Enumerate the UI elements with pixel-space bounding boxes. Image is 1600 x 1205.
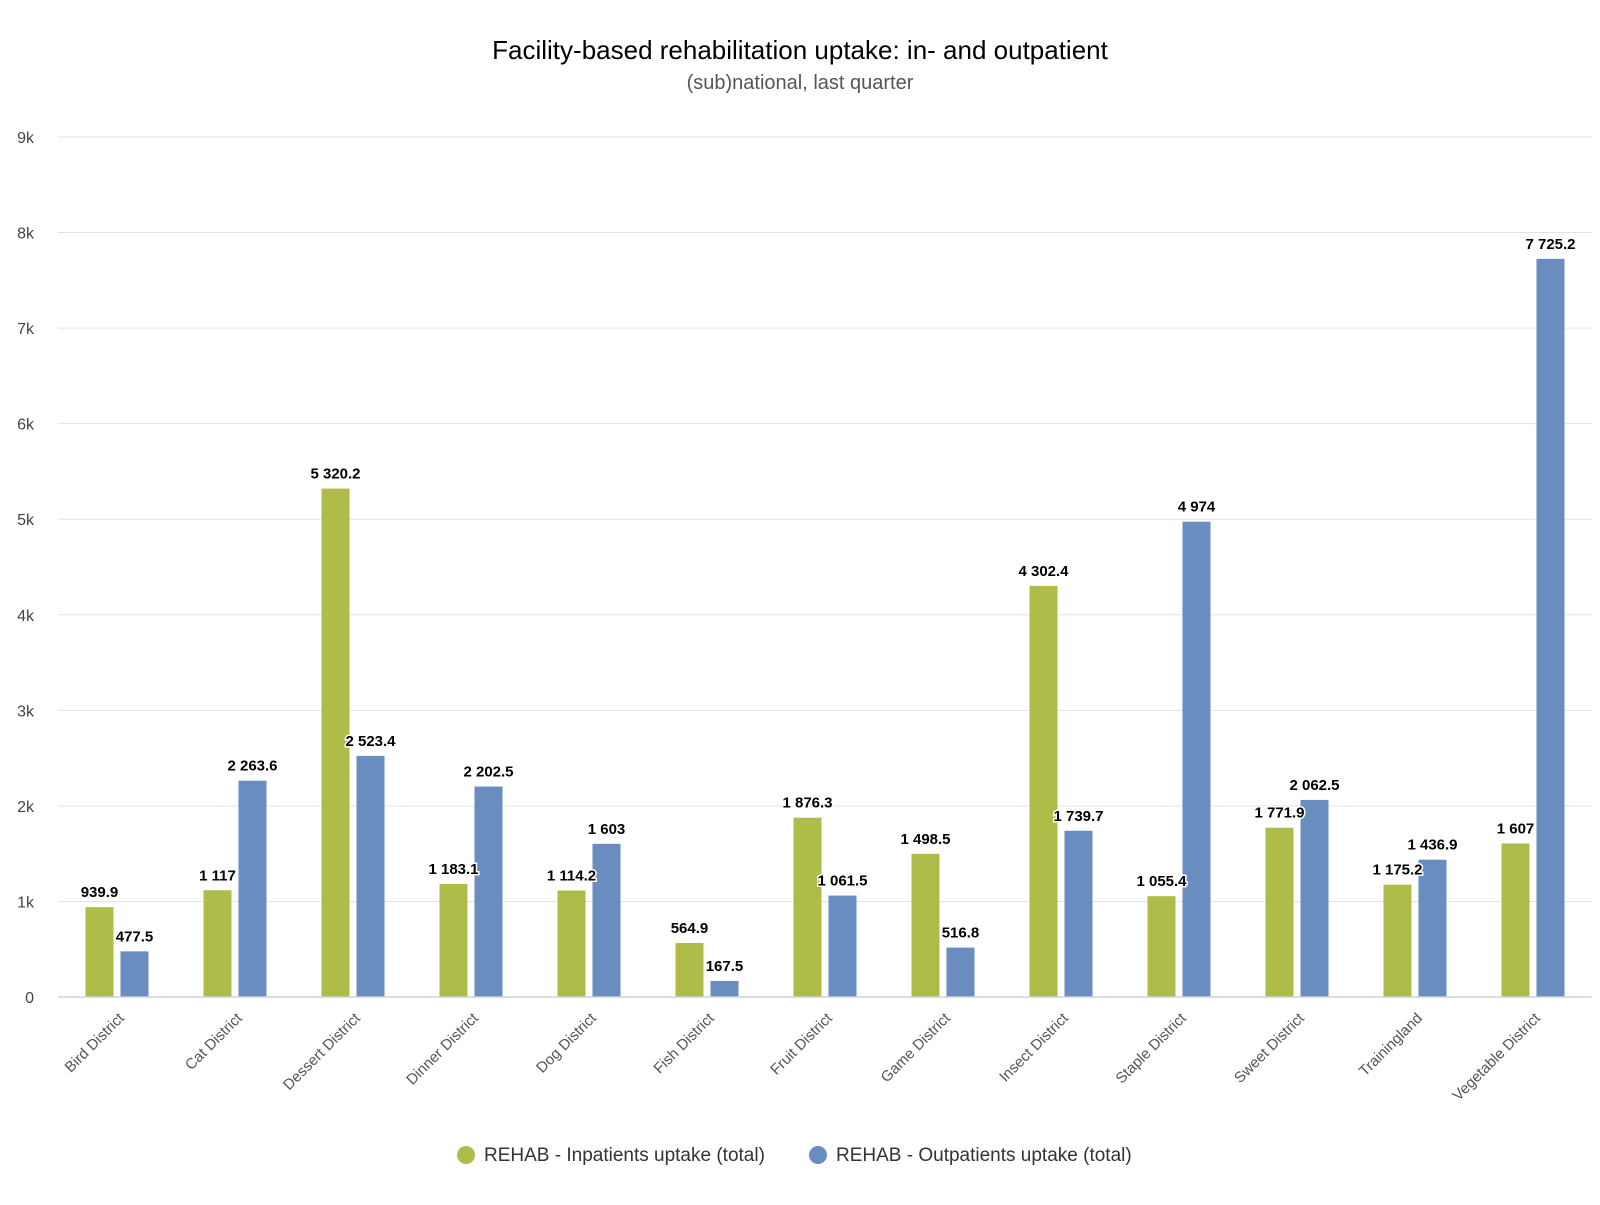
y-tick-label: 2k <box>17 799 35 816</box>
data-label: 1 436.9 <box>1407 837 1457 854</box>
data-label: 7 725.2 <box>1525 236 1575 253</box>
y-tick-label: 5k <box>17 512 35 529</box>
data-label: 1 607 <box>1497 820 1535 837</box>
x-tick-label: Fruit District <box>767 1009 836 1078</box>
bar-outpatients[interactable] <box>238 780 267 997</box>
data-label: 1 061.5 <box>817 873 867 890</box>
bar-inpatients[interactable] <box>321 488 350 997</box>
x-tick-label: Staple District <box>1112 1009 1190 1087</box>
x-tick-label: Cat District <box>182 1009 246 1073</box>
y-tick-label: 8k <box>17 226 35 243</box>
bar-inpatients[interactable] <box>1147 896 1176 997</box>
x-tick-label: Bird District <box>62 1009 129 1076</box>
bar-inpatients[interactable] <box>1383 884 1412 997</box>
data-label: 1 739.7 <box>1053 808 1103 825</box>
y-axis-ticks: 0 1k 2k 3k 4k 5k 6k 7k 8k 9k <box>17 130 35 1007</box>
bar-inpatients[interactable] <box>203 890 232 997</box>
data-label: 939.9 <box>81 884 119 901</box>
data-label: 2 263.6 <box>227 758 277 775</box>
bar-outpatients[interactable] <box>356 755 385 997</box>
bar-outpatients[interactable] <box>120 951 149 997</box>
data-label: 2 202.5 <box>463 764 513 781</box>
y-tick-label: 7k <box>17 321 35 338</box>
x-tick-label: Sweet District <box>1231 1009 1308 1086</box>
bar-outpatients[interactable] <box>946 947 975 997</box>
data-label: 1 055.4 <box>1136 873 1187 890</box>
legend[interactable]: REHAB - Inpatients uptake (total) REHAB -… <box>457 1145 1132 1166</box>
bar-outpatients[interactable] <box>474 786 503 997</box>
bar-outpatients[interactable] <box>1064 830 1093 997</box>
bar-outpatients[interactable] <box>1182 521 1211 997</box>
x-axis-ticks: Bird District Cat District Dessert Distric… <box>62 1009 1545 1104</box>
data-label: 564.9 <box>671 920 709 937</box>
data-label: 1 498.5 <box>900 831 950 848</box>
bars <box>85 258 1565 997</box>
data-label: 1 183.1 <box>428 861 478 878</box>
data-labels: 939.9 477.5 1 117 2 263.6 5 320.2 2 523.4 1 18… <box>79 234 1577 976</box>
data-label: 1 175.2 <box>1372 862 1422 879</box>
data-label: 1 603 <box>588 821 626 838</box>
bar-inpatients[interactable] <box>557 890 586 997</box>
bar-outpatients[interactable] <box>710 980 739 997</box>
y-tick-label: 3k <box>17 703 35 720</box>
bar-inpatients[interactable] <box>1029 585 1058 997</box>
x-tick-label: Game District <box>878 1009 955 1086</box>
x-tick-label: Trainingland <box>1356 1010 1426 1080</box>
bar-outpatients[interactable] <box>592 843 621 997</box>
legend-label: REHAB - Inpatients uptake (total) <box>484 1145 765 1166</box>
legend-item-inpatients[interactable]: REHAB - Inpatients uptake (total) <box>457 1145 765 1166</box>
data-label: 1 114.2 <box>547 868 596 885</box>
y-tick-label: 0 <box>25 990 34 1007</box>
bar-inpatients[interactable] <box>439 883 468 997</box>
bar-inpatients[interactable] <box>1265 827 1294 997</box>
data-label: 4 302.4 <box>1018 563 1069 580</box>
x-tick-label: Dessert District <box>280 1009 365 1094</box>
chart-subtitle: (sub)national, last quarter <box>687 72 914 94</box>
data-label: 1 771.9 <box>1254 805 1304 822</box>
x-tick-label: Vegetable District <box>1449 1009 1544 1104</box>
y-tick-label: 9k <box>17 130 35 147</box>
y-tick-label: 4k <box>17 608 35 625</box>
y-tick-label: 1k <box>17 894 35 911</box>
data-label: 477.5 <box>116 928 154 945</box>
bar-outpatients[interactable] <box>1300 799 1329 997</box>
bar-inpatients[interactable] <box>675 943 704 997</box>
y-tick-label: 6k <box>17 417 35 434</box>
legend-marker <box>457 1146 475 1164</box>
x-tick-label: Fish District <box>650 1009 718 1077</box>
bar-inpatients[interactable] <box>793 817 822 997</box>
legend-label: REHAB - Outpatients uptake (total) <box>836 1145 1132 1166</box>
legend-marker <box>809 1146 827 1164</box>
legend-item-outpatients[interactable]: REHAB - Outpatients uptake (total) <box>809 1145 1132 1166</box>
data-label: 2 062.5 <box>1289 777 1339 794</box>
bar-inpatients[interactable] <box>911 853 940 997</box>
x-tick-label: Insect District <box>996 1009 1072 1085</box>
data-label: 167.5 <box>706 958 744 975</box>
bar-outpatients[interactable] <box>1536 258 1565 997</box>
x-tick-label: Dinner District <box>403 1009 482 1088</box>
data-label: 2 523.4 <box>345 733 396 750</box>
gridlines <box>58 136 1592 902</box>
bar-outpatients[interactable] <box>828 895 857 997</box>
data-label: 5 320.2 <box>310 466 360 483</box>
x-tick-label: Dog District <box>533 1009 600 1076</box>
data-label: 516.8 <box>942 925 980 942</box>
chart-title: Facility-based rehabilitation uptake: in… <box>492 35 1108 65</box>
data-label: 1 876.3 <box>782 795 832 812</box>
bar-inpatients[interactable] <box>1501 843 1530 997</box>
data-label: 1 117 <box>199 867 236 884</box>
data-label: 4 974 <box>1178 499 1216 516</box>
bar-outpatients[interactable] <box>1418 859 1447 997</box>
bar-inpatients[interactable] <box>85 907 114 997</box>
